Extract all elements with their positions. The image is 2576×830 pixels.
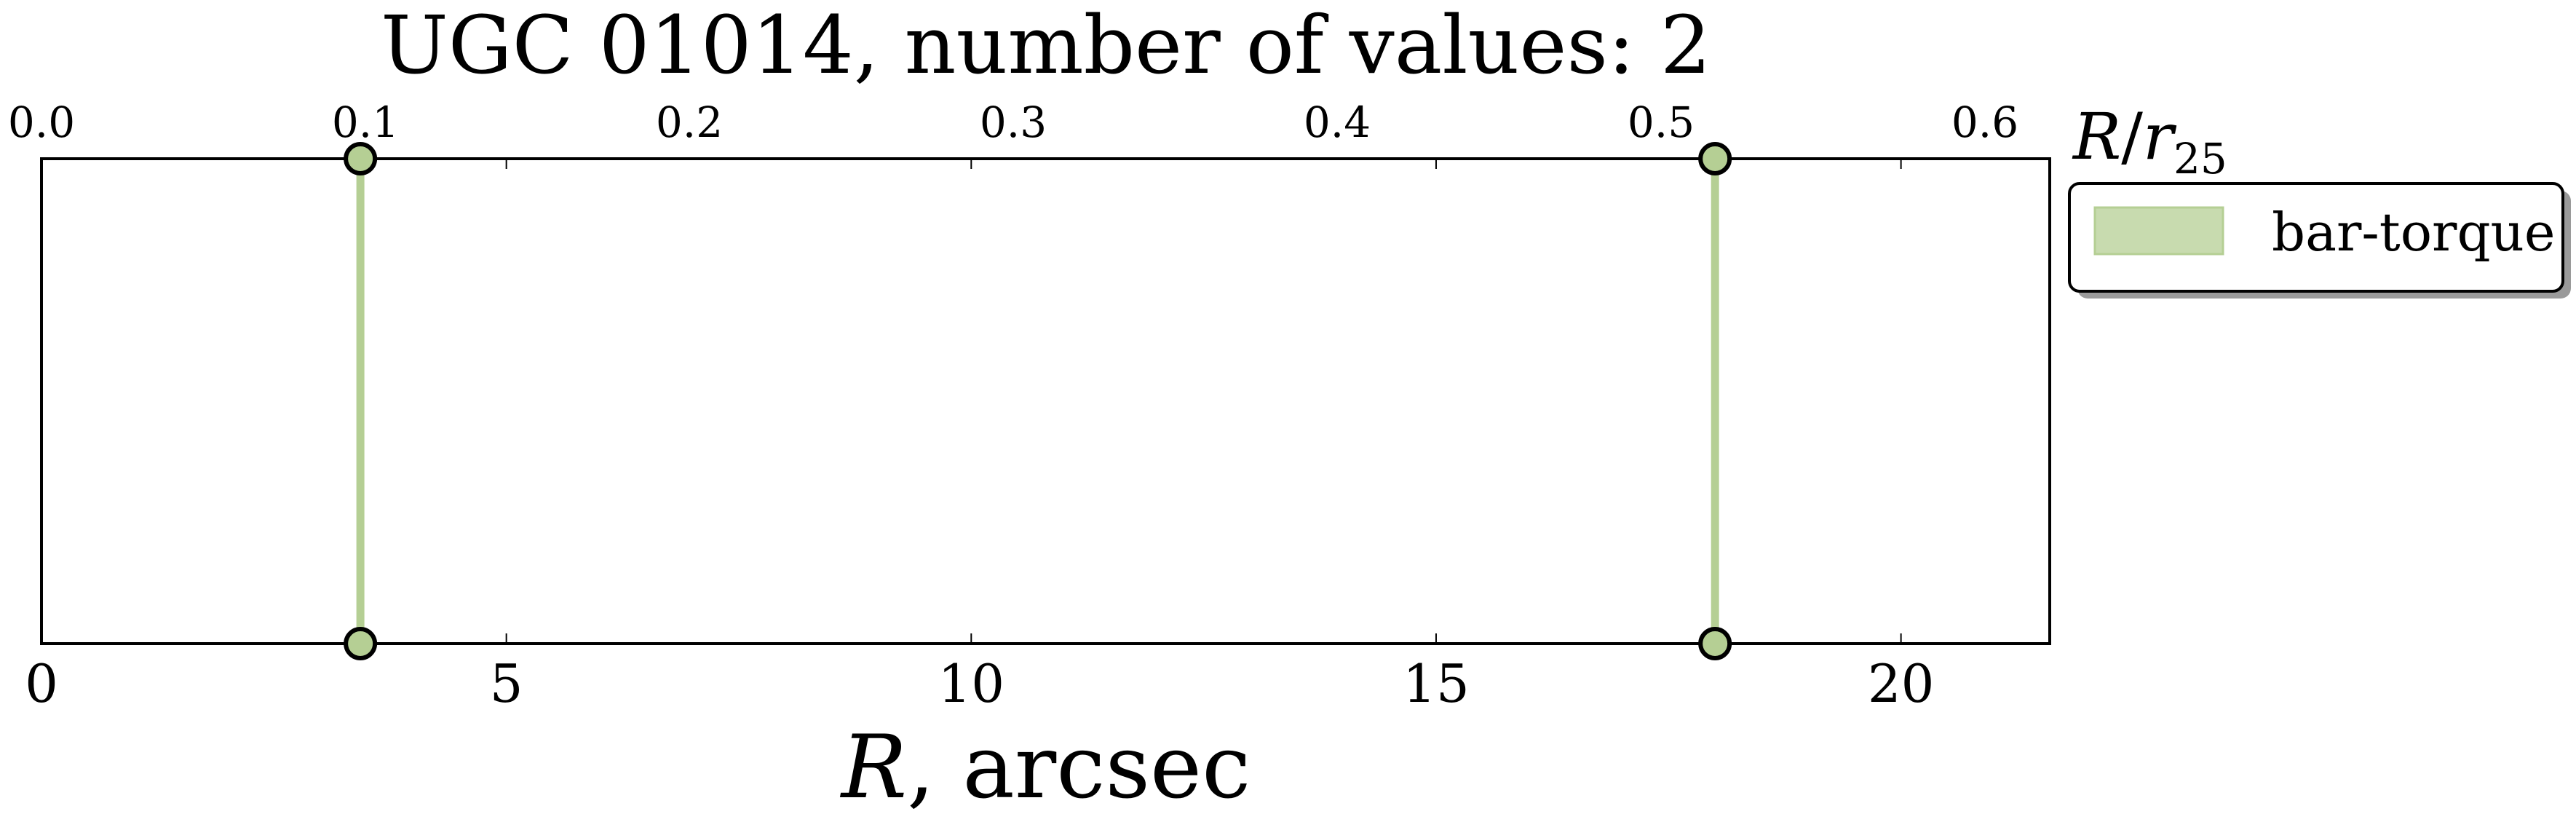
series-marker-bottom [344,627,378,660]
series-layer [344,142,1732,660]
legend-label: bar-torque [2272,202,2556,263]
top-tick-label: 0.4 [1304,98,1371,147]
x-tick-label: 10 [938,653,1005,714]
x-axis-label: R, arcsec [840,717,1251,818]
top-axis-label: R/r25 [2072,99,2227,183]
x-tick-label: 0 [25,653,58,714]
x-tick-label: 15 [1403,653,1470,714]
top-tick-label: 0.2 [656,98,723,147]
top-tick-label: 0.5 [1628,98,1695,147]
x-tick-label: 20 [1868,653,1935,714]
chart-title: UGC 01014, number of values: 2 [381,0,1711,92]
top-tick-label: 0.6 [1951,98,2018,147]
legend: bar-torque [2068,182,2571,299]
x-tick-label: 5 [490,653,523,714]
legend-swatch [2093,206,2224,256]
top-tick-label: 0.1 [332,98,399,147]
series-marker-bottom [1698,627,1732,660]
series-marker-top [1698,142,1732,175]
series-marker-top [344,142,378,175]
top-tick-label: 0.3 [980,98,1047,147]
plot-frame [40,157,2051,645]
ticks-layer: 0 5 10 15 20 0.0 0.1 0.2 0.3 0.4 0.5 0.6 [8,98,2018,714]
top-tick-label: 0.0 [8,98,75,147]
